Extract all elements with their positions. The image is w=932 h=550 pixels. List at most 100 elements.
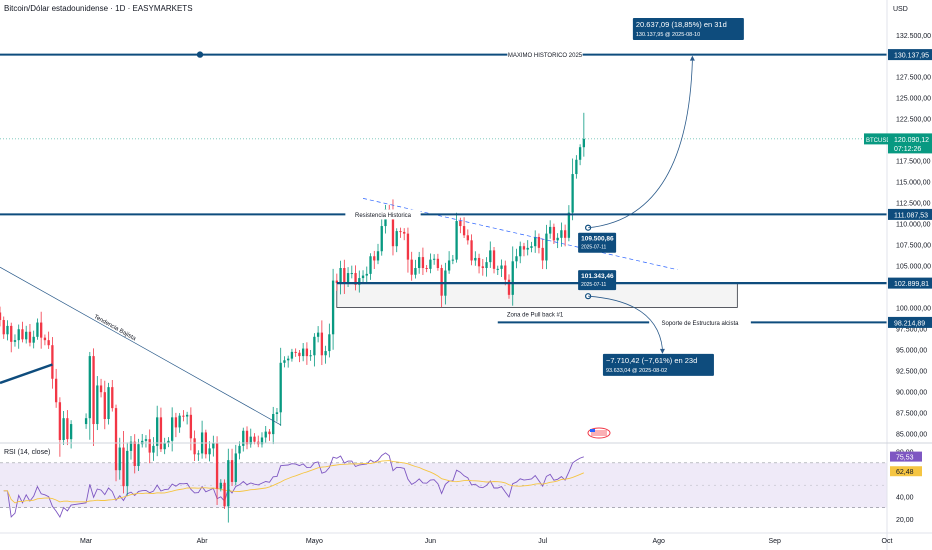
- trendline[interactable]: [0, 363, 53, 385]
- candle[interactable]: [272, 406, 275, 445]
- candle[interactable]: [208, 441, 211, 462]
- candle[interactable]: [376, 243, 380, 265]
- candle[interactable]: [167, 437, 170, 448]
- candle[interactable]: [301, 342, 305, 362]
- candle[interactable]: [545, 224, 548, 270]
- candle[interactable]: [163, 437, 166, 455]
- candle[interactable]: [118, 437, 121, 480]
- candle[interactable]: [380, 215, 383, 256]
- candle[interactable]: [481, 258, 484, 276]
- candle[interactable]: [313, 333, 316, 367]
- candle[interactable]: [10, 322, 13, 353]
- candle[interactable]: [159, 407, 163, 453]
- candle[interactable]: [563, 224, 567, 247]
- candle[interactable]: [126, 442, 129, 496]
- candle[interactable]: [537, 233, 541, 254]
- candle[interactable]: [294, 348, 297, 357]
- candle[interactable]: [358, 270, 361, 293]
- candle[interactable]: [84, 413, 88, 429]
- current-price-badge[interactable]: BTCUSD 120.090,12 07:12:26: [864, 133, 932, 154]
- candle[interactable]: [54, 368, 58, 408]
- candle[interactable]: [373, 250, 376, 270]
- candle[interactable]: [6, 320, 9, 341]
- candle[interactable]: [474, 251, 477, 266]
- candle[interactable]: [567, 205, 571, 242]
- candle[interactable]: [227, 448, 230, 523]
- candle[interactable]: [556, 233, 559, 249]
- candle[interactable]: [13, 334, 17, 347]
- candle[interactable]: [36, 318, 39, 340]
- level-resistencia[interactable]: Resistencia Historica: [0, 209, 887, 220]
- candle[interactable]: [331, 268, 335, 350]
- candle[interactable]: [316, 326, 320, 343]
- candle[interactable]: [571, 158, 574, 221]
- candle[interactable]: [496, 265, 499, 276]
- candle[interactable]: [354, 265, 357, 291]
- candle[interactable]: [283, 356, 286, 368]
- candle[interactable]: [309, 349, 312, 361]
- price-level-badge[interactable]: 98.214,89: [888, 316, 932, 328]
- candle[interactable]: [25, 325, 28, 344]
- candle[interactable]: [111, 379, 114, 412]
- candle[interactable]: [287, 355, 290, 368]
- candle[interactable]: [253, 433, 256, 445]
- candle[interactable]: [504, 260, 507, 286]
- candle[interactable]: [492, 247, 496, 274]
- candle[interactable]: [182, 410, 185, 422]
- candle[interactable]: [193, 430, 196, 462]
- candle[interactable]: [552, 223, 556, 245]
- candle[interactable]: [260, 432, 264, 448]
- candle[interactable]: [96, 376, 99, 431]
- candle[interactable]: [107, 382, 110, 425]
- candle[interactable]: [507, 274, 511, 299]
- candle[interactable]: [519, 241, 522, 264]
- candle[interactable]: [500, 259, 503, 278]
- candle[interactable]: [541, 238, 544, 270]
- candle[interactable]: [462, 217, 466, 239]
- candle[interactable]: [418, 251, 421, 274]
- candle[interactable]: [582, 112, 586, 157]
- candle[interactable]: [268, 429, 271, 441]
- candle[interactable]: [324, 345, 327, 364]
- candle[interactable]: [414, 259, 417, 279]
- candle[interactable]: [470, 234, 473, 266]
- pullback-zone[interactable]: Zona de Pull back #1: [336, 282, 738, 318]
- level-max-historico[interactable]: MAXIMO HISTORICO 2025: [0, 49, 887, 60]
- projection-callout[interactable]: −7.710,42 (−7,61%) en 23d 93.633,04 @ 202…: [588, 295, 714, 376]
- candle[interactable]: [245, 426, 249, 450]
- candle[interactable]: [369, 253, 372, 280]
- candle[interactable]: [279, 347, 282, 426]
- candle[interactable]: [197, 450, 200, 461]
- candle[interactable]: [511, 246, 514, 306]
- candle[interactable]: [455, 212, 458, 263]
- candle[interactable]: [429, 253, 432, 274]
- candle[interactable]: [328, 323, 331, 358]
- candle[interactable]: [144, 435, 148, 448]
- candle[interactable]: [447, 251, 451, 274]
- candle[interactable]: [242, 427, 245, 452]
- candle[interactable]: [290, 348, 294, 362]
- candle[interactable]: [578, 144, 582, 166]
- candle[interactable]: [238, 441, 241, 460]
- candle[interactable]: [32, 330, 35, 349]
- candle[interactable]: [66, 410, 69, 446]
- candle[interactable]: [526, 240, 529, 256]
- candle[interactable]: [92, 348, 95, 447]
- candle[interactable]: [485, 257, 488, 277]
- candle[interactable]: [212, 435, 215, 457]
- candle[interactable]: [152, 437, 155, 461]
- candle[interactable]: [365, 266, 368, 283]
- candle[interactable]: [223, 479, 226, 510]
- candle[interactable]: [425, 265, 428, 273]
- candle[interactable]: [219, 479, 222, 492]
- projection-callout[interactable]: 20.637,09 (18,85%) en 31d 130.137,95 @ 20…: [588, 18, 744, 229]
- candle[interactable]: [305, 342, 309, 365]
- candle[interactable]: [148, 429, 151, 464]
- candle[interactable]: [489, 241, 492, 268]
- candle[interactable]: [249, 428, 252, 448]
- candle[interactable]: [99, 378, 103, 398]
- candle[interactable]: [350, 265, 353, 279]
- candle[interactable]: [560, 222, 563, 247]
- candle[interactable]: [395, 228, 398, 253]
